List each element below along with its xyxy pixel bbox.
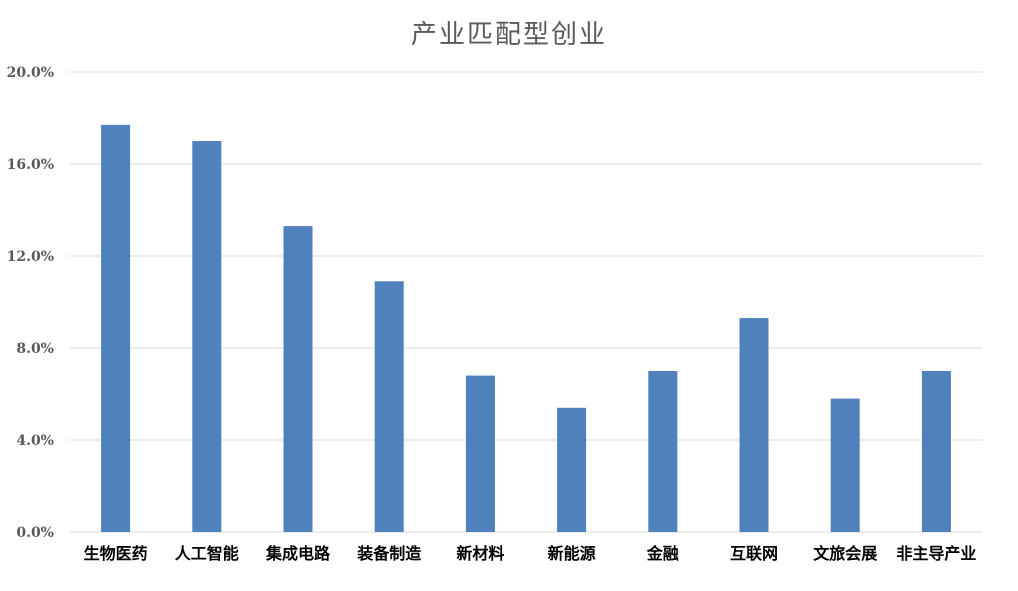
y-tick-label: 20.0% [7, 65, 54, 81]
bar [739, 318, 769, 532]
y-tick-label: 0.0% [16, 525, 54, 541]
x-tick-label: 金融 [646, 544, 679, 563]
bar [374, 281, 404, 532]
chart-title: 产业匹配型创业 [410, 20, 607, 50]
y-tick-label: 4.0% [16, 433, 54, 449]
x-tick-label: 非主导产业 [896, 544, 976, 563]
x-tick-label: 文旅会展 [813, 544, 878, 563]
gridlines [70, 71, 982, 533]
bars [101, 124, 951, 533]
y-axis-tick-labels: 0.0% 4.0% 8.0% 12.0% 16.0% 20.0% [7, 65, 54, 541]
x-tick-label: 装备制造 [356, 544, 422, 563]
bar [283, 226, 313, 532]
bar [648, 371, 678, 532]
bar [465, 375, 495, 532]
y-tick-label: 16.0% [7, 157, 54, 173]
x-tick-label: 人工智能 [175, 544, 239, 563]
x-tick-label: 集成电路 [265, 544, 331, 563]
bar [101, 124, 131, 533]
bar [557, 407, 587, 532]
x-axis-tick-labels: 生物医药 人工智能 集成电路 装备制造 新材料 新能源 金融 互联网 文旅会展 非主导产业 [84, 544, 977, 563]
x-tick-label: 互联网 [730, 544, 778, 563]
y-tick-label: 8.0% [16, 341, 54, 357]
x-tick-label: 新材料 [456, 544, 504, 563]
bar [921, 371, 951, 532]
bar [830, 398, 860, 532]
y-tick-label: 12.0% [7, 249, 54, 265]
bar [192, 141, 222, 532]
x-tick-label: 生物医药 [84, 544, 148, 563]
x-tick-label: 新能源 [548, 544, 596, 563]
